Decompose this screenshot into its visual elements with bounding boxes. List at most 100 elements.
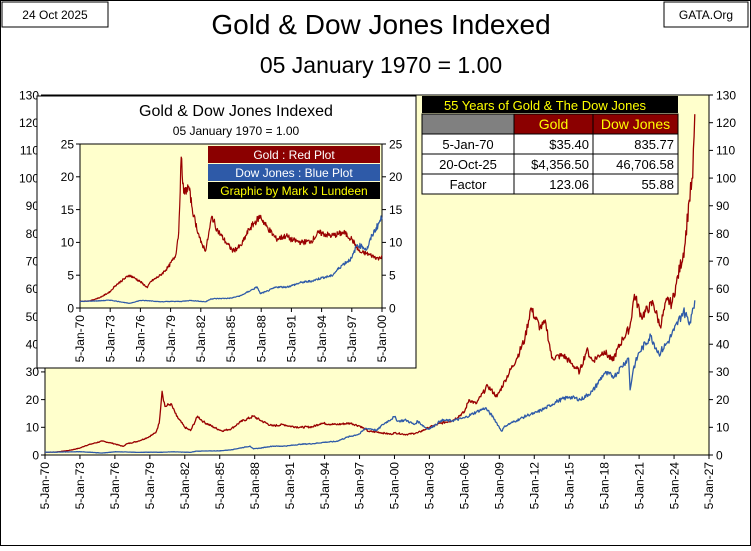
y-tick-label-left: 10	[61, 236, 75, 250]
inset-title: Gold & Dow Jones Indexed	[139, 103, 333, 120]
x-tick-label: 5-Jan-94	[315, 315, 329, 363]
y-tick-label-right: 20	[389, 170, 403, 184]
x-tick-label: 5-Jan-18	[597, 462, 611, 510]
legend-entry-bg	[208, 182, 380, 199]
y-tick-label-left: 80	[26, 227, 40, 241]
y-tick-label-left: 5	[67, 269, 74, 283]
legend-entry-label: Gold : Red Plot	[253, 148, 335, 162]
page-title: Gold & Dow Jones Indexed	[211, 9, 550, 40]
x-tick-label: 5-Jan-27	[702, 462, 716, 510]
y-tick-label-left: 10	[26, 421, 40, 435]
x-tick-label: 5-Jan-82	[194, 315, 208, 363]
table-cell-value: 20-Oct-25	[439, 157, 497, 172]
y-tick-label-right: 0	[389, 301, 396, 315]
y-tick-label-left: 25	[61, 137, 75, 151]
table-title: 55 Years of Gold & The Dow Jones	[444, 98, 647, 113]
y-tick-label-right: 80	[716, 227, 730, 241]
x-tick-label: 5-Jan-85	[213, 462, 227, 510]
y-tick-label-left: 20	[26, 393, 40, 407]
y-tick-label-right: 40	[716, 338, 730, 352]
table-cell	[592, 173, 679, 195]
table-cell-value: 46,706.58	[616, 157, 674, 172]
y-tick-label-left: 130	[19, 88, 39, 102]
x-tick-label: 5-Jan-73	[103, 315, 117, 363]
x-tick-label: 5-Jan-70	[38, 462, 52, 510]
x-tick-label: 5-Jan-79	[143, 462, 157, 510]
x-tick-label: 5-Jan-73	[73, 462, 87, 510]
x-tick-label: 5-Jan-00	[375, 315, 389, 363]
y-tick-label-right: 10	[389, 236, 403, 250]
y-tick-label-right: 110	[716, 144, 735, 158]
site-box	[663, 1, 749, 28]
inset-chart: Gold & Dow Jones Indexed 05 January 1970…	[36, 95, 417, 369]
y-tick-label-right: 25	[389, 137, 403, 151]
table-cell-value: $4,356.50	[531, 157, 589, 172]
series-line-gold	[79, 156, 383, 303]
y-tick-label-right: 90	[716, 199, 730, 213]
main-series-lines	[45, 114, 696, 454]
y-tick-label-left: 0	[67, 301, 74, 315]
y-tick-label-right: 0	[716, 448, 723, 462]
table-header-label: Gold	[539, 116, 569, 132]
series-line-gold	[45, 114, 696, 453]
x-tick-label: 5-Jan-91	[285, 315, 299, 363]
table-header-label: Dow Jones	[601, 116, 670, 132]
y-tick-label-right: 100	[716, 171, 736, 185]
y-tick-label-left: 100	[19, 171, 39, 185]
x-tick-label: 5-Jan-00	[388, 462, 402, 510]
x-tick-label: 5-Jan-94	[318, 462, 332, 510]
inset-subtitle: 05 January 1970 = 1.00	[173, 124, 300, 138]
y-tick-label-right: 70	[716, 254, 730, 268]
x-tick-label: 5-Jan-76	[108, 462, 122, 510]
page-subtitle: 05 January 1970 = 1.00	[260, 52, 502, 78]
site-label: GATA.Org	[679, 8, 733, 22]
y-tick-label-left: 110	[20, 144, 39, 158]
y-tick-label-right: 10	[716, 421, 730, 435]
main-y-axis-left: 0 10 20 30 40 50 60 70 80 90 100 110 120 130	[19, 88, 45, 462]
y-tick-label-left: 70	[26, 254, 40, 268]
y-tick-label-right: 120	[716, 116, 736, 130]
table-cell-value: 5-Jan-70	[442, 137, 493, 152]
main-x-axis: 5-Jan-70 5-Jan-73 5-Jan-76 5-Jan-79 5-Jan-82…	[38, 455, 716, 509]
table-corner-cell	[421, 113, 515, 135]
date-label: 24 Oct 2025	[22, 8, 88, 22]
x-tick-label: 5-Jan-79	[164, 315, 178, 363]
y-tick-label-left: 20	[61, 170, 75, 184]
x-tick-label: 5-Jan-09	[493, 462, 507, 510]
table-cell-value: 835.77	[634, 137, 674, 152]
x-tick-label: 5-Jan-97	[353, 462, 367, 510]
table-title-bg	[422, 96, 678, 113]
inset-y-axis-right: 0 5 10 15 20 25	[382, 137, 403, 315]
y-tick-label-right: 130	[716, 88, 736, 102]
table-cell-value: 55.88	[641, 177, 674, 192]
x-tick-label: 5-Jan-97	[345, 315, 359, 363]
inset-x-axis: 5-Jan-70 5-Jan-73 5-Jan-76 5-Jan-79 5-Jan-82…	[73, 308, 389, 362]
y-tick-label-right: 60	[716, 282, 730, 296]
inset-series-lines	[79, 156, 383, 304]
legend-entry-bg	[208, 164, 380, 181]
x-tick-label: 5-Jan-88	[254, 315, 268, 363]
x-tick-label: 5-Jan-91	[283, 462, 297, 510]
y-tick-label-left: 120	[19, 116, 39, 130]
series-line-dow-jones	[79, 215, 383, 304]
inset-y-axis-left: 0 5 10 15 20 25	[61, 137, 80, 315]
legend-entry-label: Graphic by Mark J Lundeen	[220, 184, 367, 198]
y-tick-label-left: 30	[26, 365, 40, 379]
x-tick-label: 5-Jan-76	[134, 315, 148, 363]
y-tick-label-left: 0	[32, 448, 39, 462]
y-tick-label-left: 15	[61, 203, 75, 217]
x-tick-label: 5-Jan-15	[562, 462, 576, 510]
x-tick-label: 5-Jan-06	[458, 462, 472, 510]
x-tick-label: 5-Jan-82	[178, 462, 192, 510]
legend-entry-label: Dow Jones : Blue Plot	[235, 166, 353, 180]
table-cell-value: Factor	[450, 177, 488, 192]
x-tick-label: 5-Jan-85	[224, 315, 238, 363]
table-cell-value: $35.40	[549, 137, 589, 152]
legend-entry-bg	[208, 146, 380, 163]
date-box	[1, 1, 109, 28]
x-tick-label: 5-Jan-03	[423, 462, 437, 510]
y-tick-label-right: 30	[716, 365, 730, 379]
y-tick-label-left: 60	[26, 282, 40, 296]
